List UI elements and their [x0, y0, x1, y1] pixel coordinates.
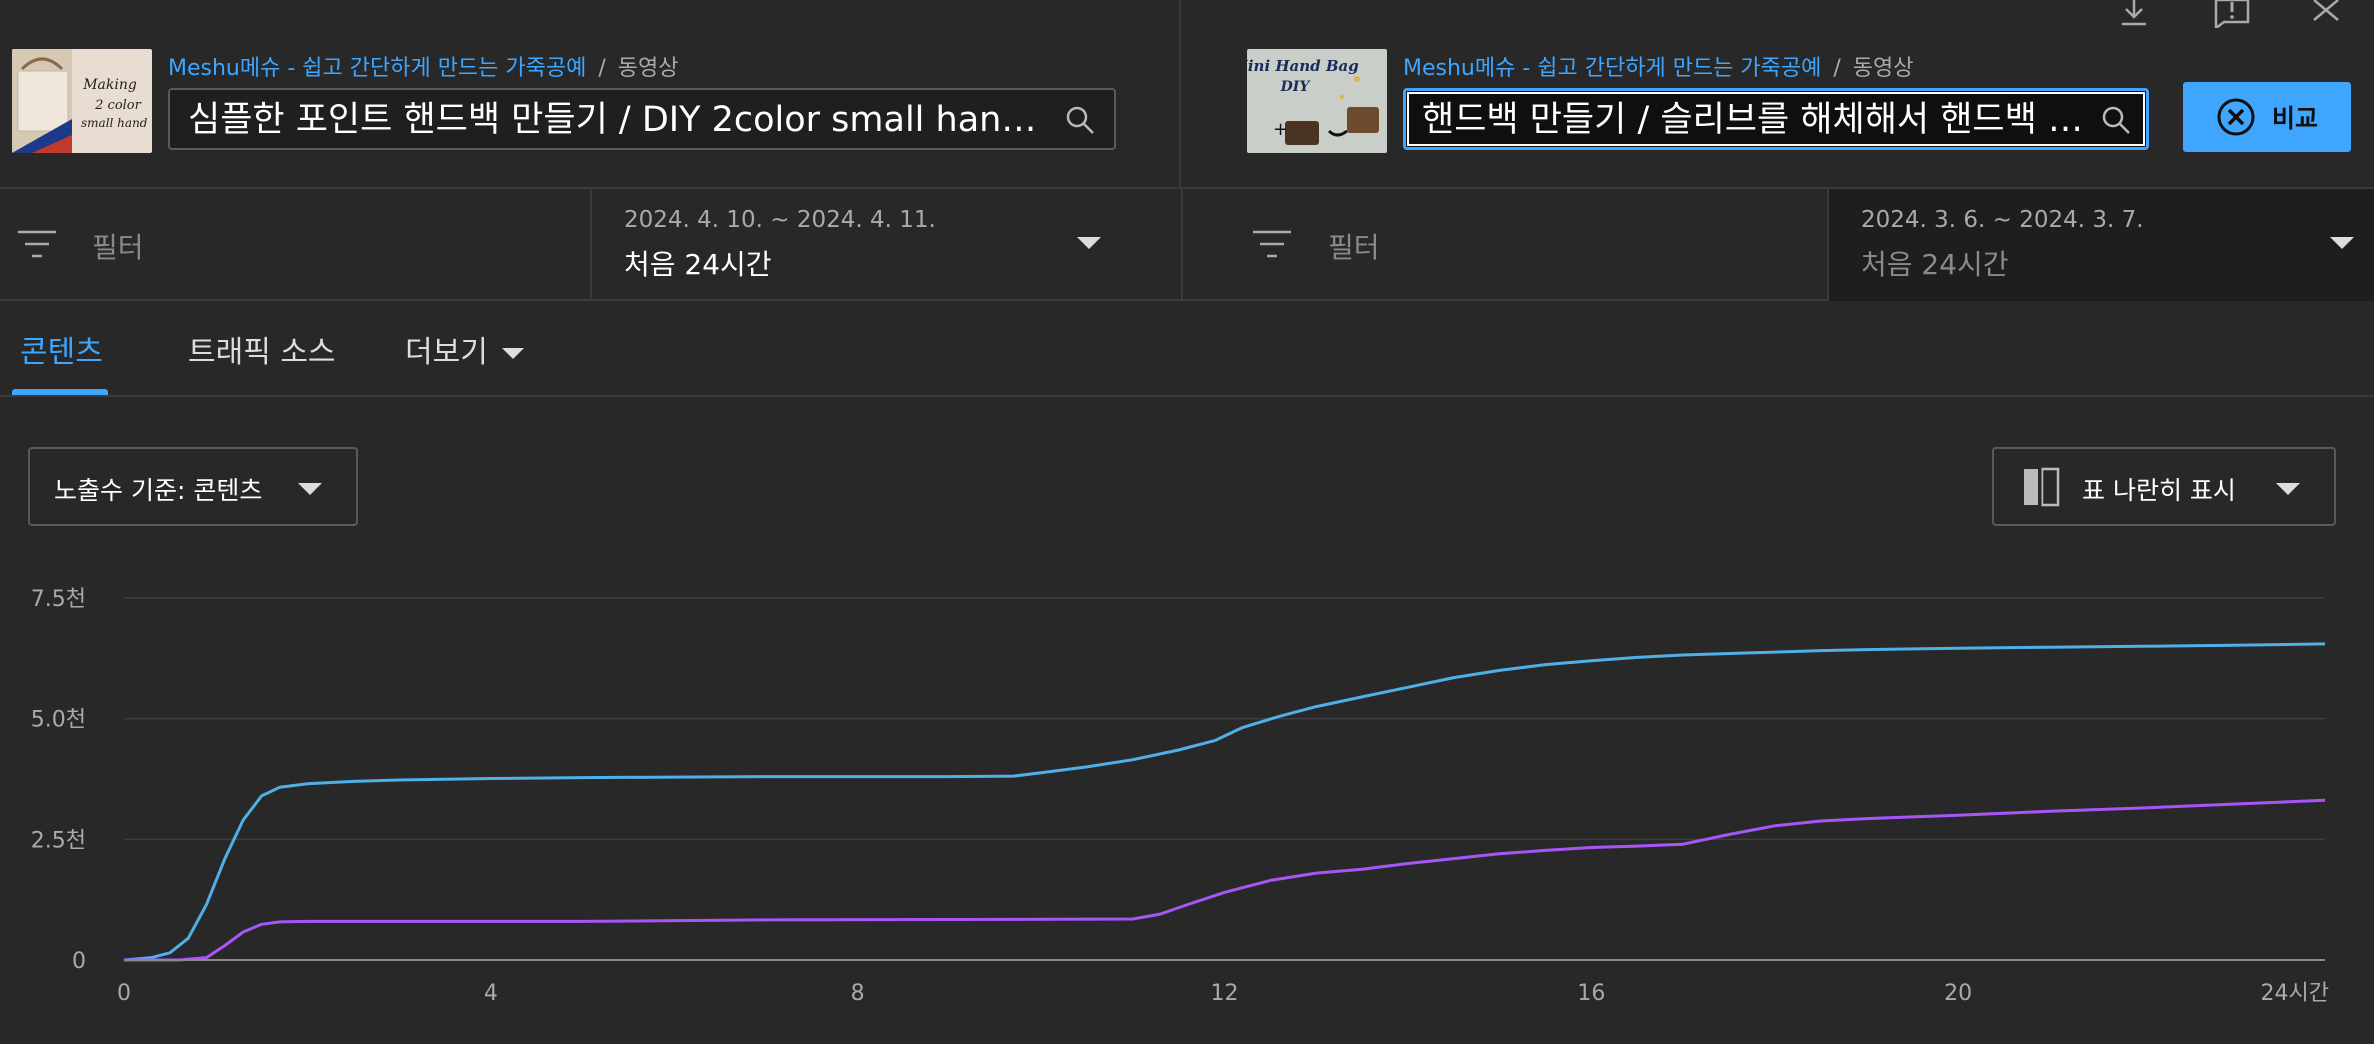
left-breadcrumb: Meshu메슈 - 쉽고 간단하게 만드는 가죽공예 / 동영상: [168, 50, 679, 82]
x-tick-label: 4: [484, 981, 498, 1006]
x-tick-label: 16: [1577, 981, 1605, 1006]
left-video-thumbnail[interactable]: Making 2 color small hand b: [12, 49, 152, 153]
series-line-left-video: [123, 642, 2326, 962]
right-thumb-line-1: Mini Hand Bag: [1247, 57, 1359, 75]
left-thumb-line-1: Making: [82, 77, 137, 93]
left-thumb-line-3: small hand b: [81, 116, 152, 130]
tab-more[interactable]: 더보기: [405, 327, 524, 371]
left-channel-link[interactable]: Meshu메슈 - 쉽고 간단하게 만드는 가죽공예: [168, 56, 587, 81]
x-tick-label: 8: [851, 981, 865, 1006]
right-content-type: 동영상: [1852, 56, 1914, 81]
feedback-icon[interactable]: [2212, 0, 2252, 28]
chevron-down-icon: [1077, 237, 1101, 249]
series-line-right-video: [124, 798, 2326, 962]
chevron-down-icon: [2330, 237, 2354, 249]
active-tab-indicator: [12, 389, 108, 395]
tab-content[interactable]: 콘텐츠: [20, 335, 103, 370]
breadcrumb-separator: /: [1833, 56, 1841, 81]
x-tick-label: 24시간: [2261, 981, 2329, 1006]
filter-row: 필터 2024. 4. 10. ~ 2024. 4. 11. 처음 24시간 필…: [0, 187, 2374, 301]
view-mode-label: 표 나란히 표시: [2082, 476, 2236, 505]
search-icon[interactable]: [2100, 104, 2132, 136]
left-date-range: 2024. 4. 10. ~ 2024. 4. 11.: [624, 207, 936, 233]
left-filter[interactable]: 필터: [0, 189, 590, 301]
y-tick-label: 0: [72, 949, 86, 974]
y-tick-label: 2.5천: [31, 828, 86, 853]
x-tick-label: 0: [117, 981, 131, 1006]
right-filter-placeholder: 필터: [1328, 231, 1380, 264]
left-filter-placeholder: 필터: [92, 231, 144, 264]
plus-icon: +: [1273, 119, 1288, 140]
left-content-type: 동영상: [617, 56, 679, 81]
compare-button-label: 비교: [2271, 104, 2318, 133]
compare-toggle-button[interactable]: 비교: [2183, 82, 2351, 152]
filter-icon: [18, 230, 56, 258]
y-tick-label: 7.5천: [31, 587, 86, 612]
left-date-range-selector[interactable]: 2024. 4. 10. ~ 2024. 4. 11. 처음 24시간: [590, 189, 1181, 301]
metric-dropdown-label: 노출수 기준: 콘텐츠: [54, 476, 263, 505]
filter-icon: [1253, 230, 1291, 258]
right-filter[interactable]: 필터: [1181, 189, 1827, 301]
left-video-title: 심플한 포인트 핸드백 만들기 / DIY 2color small handb…: [188, 100, 1044, 140]
breadcrumb-separator: /: [598, 56, 606, 81]
close-icon[interactable]: [2306, 0, 2346, 28]
right-date-range-selector[interactable]: 2024. 3. 6. ~ 2024. 3. 7. 처음 24시간: [1827, 189, 2374, 301]
chevron-down-icon: [298, 483, 322, 495]
left-video-panel: Making 2 color small hand b Meshu메슈 - 쉽고…: [0, 0, 1181, 187]
right-channel-link[interactable]: Meshu메슈 - 쉽고 간단하게 만드는 가죽공예: [1403, 56, 1822, 81]
analytics-tabs: 콘텐츠 트래픽 소스 더보기: [0, 301, 2374, 397]
metric-dropdown[interactable]: 노출수 기준: 콘텐츠: [28, 447, 358, 526]
right-video-panel: + Mini Hand Bag DIY Meshu메슈 - 쉽고 간단하게 만드…: [1183, 0, 2374, 187]
right-video-selector[interactable]: 핸드백 만들기 / 슬리브를 해체해서 핸드백 만들기: [1403, 88, 2149, 150]
right-thumb-line-2: DIY: [1280, 79, 1312, 95]
right-video-thumbnail[interactable]: + Mini Hand Bag DIY: [1247, 49, 1387, 153]
side-by-side-icon: [2024, 467, 2060, 507]
tab-traffic-source[interactable]: 트래픽 소스: [188, 335, 336, 370]
search-icon[interactable]: [1064, 104, 1096, 136]
chevron-down-icon: [2276, 483, 2300, 495]
left-period-label: 처음 24시간: [624, 248, 772, 281]
view-mode-dropdown[interactable]: 표 나란히 표시: [1992, 447, 2336, 526]
x-tick-label: 20: [1944, 981, 1972, 1006]
right-period-label: 처음 24시간: [1861, 248, 2009, 281]
impressions-line-chart: 0 2.5천 5.0천 7.5천 0 4 8 12 16 20 24시간: [31, 587, 2329, 1006]
left-thumb-line-2: 2 color: [94, 98, 141, 113]
right-breadcrumb: Meshu메슈 - 쉽고 간단하게 만드는 가죽공예 / 동영상: [1403, 50, 1914, 82]
right-video-title: 핸드백 만들기 / 슬리브를 해체해서 핸드백 만들기: [1422, 100, 2086, 140]
chevron-down-icon: [501, 348, 524, 359]
cancel-circle-icon: [2217, 98, 2255, 136]
right-date-range: 2024. 3. 6. ~ 2024. 3. 7.: [1861, 207, 2144, 233]
x-tick-label: 12: [1211, 981, 1239, 1006]
left-video-selector[interactable]: 심플한 포인트 핸드백 만들기 / DIY 2color small handb…: [168, 88, 1116, 150]
y-tick-label: 5.0천: [31, 708, 86, 733]
tab-more-label: 더보기: [405, 335, 488, 370]
download-icon[interactable]: [2114, 0, 2154, 28]
